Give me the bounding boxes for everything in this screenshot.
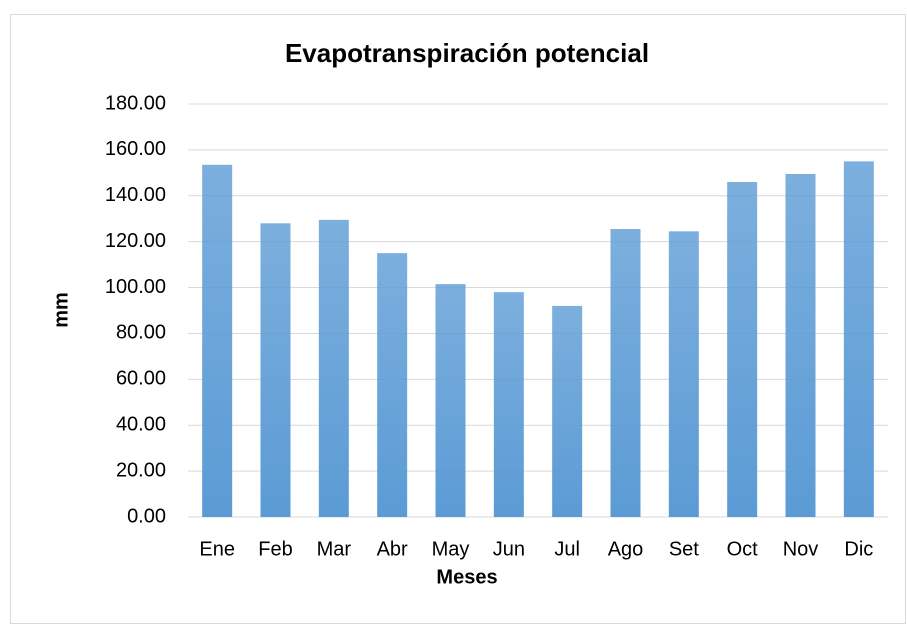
y-tick-label: 180.00 bbox=[105, 92, 166, 114]
x-tick-label: Abr bbox=[377, 538, 408, 560]
y-tick-label: 100.00 bbox=[105, 276, 166, 298]
x-tick-label: Feb bbox=[258, 538, 292, 560]
y-tick-label: 20.00 bbox=[116, 459, 166, 481]
y-tick-label: 120.00 bbox=[105, 230, 166, 252]
x-tick-label: Ene bbox=[199, 538, 235, 560]
y-tick-label: 40.00 bbox=[116, 414, 166, 436]
x-tick-label: Dic bbox=[844, 538, 873, 560]
bar bbox=[668, 231, 699, 517]
x-tick-label: Mar bbox=[317, 538, 352, 560]
x-tick-label: Nov bbox=[783, 538, 819, 560]
chart-title: Evapotranspiración potencial bbox=[285, 38, 649, 68]
bar bbox=[727, 182, 758, 517]
x-axis-label: Meses bbox=[436, 566, 497, 588]
x-tick-label: Jul bbox=[554, 538, 580, 560]
y-tick-label: 80.00 bbox=[116, 322, 166, 344]
bar bbox=[552, 305, 583, 517]
x-tick-label: Oct bbox=[727, 538, 759, 560]
bar bbox=[785, 173, 816, 517]
bar bbox=[318, 219, 349, 517]
bar bbox=[377, 253, 408, 517]
y-tick-label: 60.00 bbox=[116, 368, 166, 390]
bar bbox=[610, 229, 641, 517]
x-tick-label: Jun bbox=[493, 538, 525, 560]
y-tick-label: 0.00 bbox=[127, 505, 166, 527]
bar bbox=[202, 164, 233, 517]
y-axis-label: mm bbox=[50, 292, 72, 328]
x-tick-label: May bbox=[432, 538, 470, 560]
x-tick-label: Ago bbox=[608, 538, 644, 560]
y-tick-label: 160.00 bbox=[105, 138, 166, 160]
y-tick-label: 140.00 bbox=[105, 184, 166, 206]
bar bbox=[843, 161, 874, 517]
bar bbox=[435, 284, 466, 517]
bar bbox=[493, 292, 524, 517]
bar bbox=[260, 223, 291, 518]
x-tick-label: Set bbox=[669, 538, 699, 560]
